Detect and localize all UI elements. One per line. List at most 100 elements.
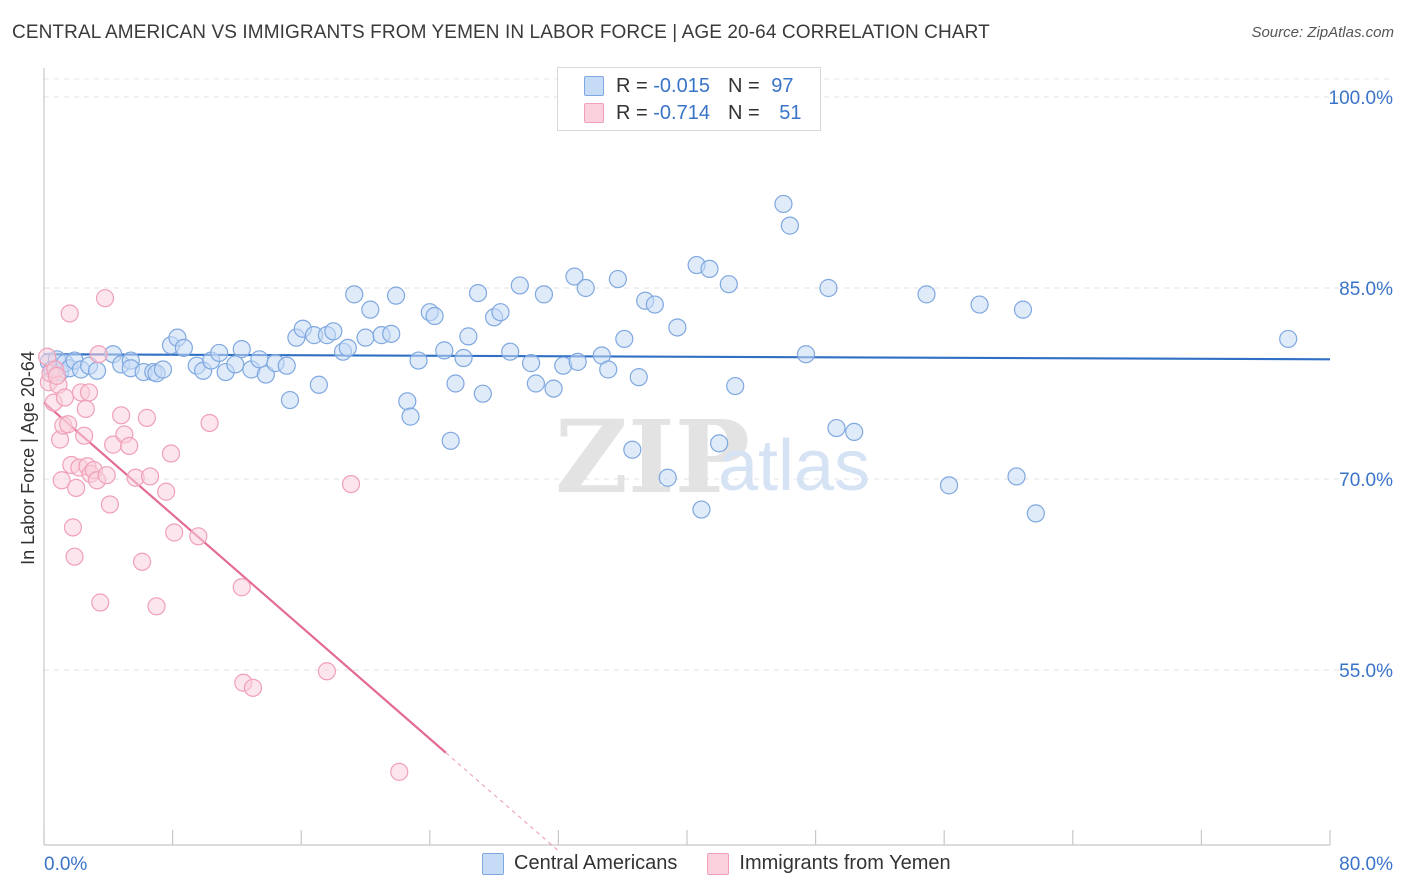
correlation-legend: R = -0.015 N = 97 R = -0.714 N = 51 [557,67,821,131]
point-central-americans [501,342,520,361]
point-yemen [232,578,251,597]
point-central-americans [401,407,420,426]
point-yemen [75,426,94,445]
point-yemen [390,762,409,781]
point-central-americans [473,384,492,403]
point-yemen [157,482,176,501]
point-central-americans [827,418,846,438]
point-central-americans [386,286,406,305]
point-central-americans [409,351,428,370]
legend-r-label: R = [616,101,654,124]
point-yemen [112,406,131,425]
legend-n-label: N = [727,74,766,97]
axes [43,68,1331,846]
point-central-americans [544,379,563,398]
legend-swatch-central-americans [584,76,604,96]
point-central-americans [425,306,444,326]
tick-labels: 100.0% 85.0% 70.0% 55.0% 0.0% 80.0% In Labor F… [18,88,1393,875]
y-tick-label: 55.0% [1339,661,1393,682]
point-central-americans [454,348,473,368]
point-central-americans [615,329,634,349]
point-yemen [76,399,95,419]
point-central-americans [277,356,296,375]
point-central-americans [280,390,300,410]
point-central-americans [692,500,711,519]
point-central-americans [382,324,401,343]
point-yemen [59,415,78,434]
point-central-americans [210,343,229,363]
point-central-americans [1013,300,1033,319]
series-legend-yemen[interactable]: Immigrants from Yemen [707,852,951,875]
point-central-americans [87,361,107,380]
point-central-americans [1007,467,1026,486]
point-central-americans [970,295,989,314]
point-yemen [161,444,181,463]
trend-line-yemen-extension [445,752,559,852]
point-yemen [137,408,156,427]
series-legend: Central Americans Immigrants from Yemen [482,852,981,875]
point-yemen [243,678,263,697]
point-yemen [147,597,166,616]
point-central-americans [232,340,251,359]
point-central-americans [345,285,364,304]
point-central-americans [796,345,816,364]
point-central-americans [623,440,642,459]
point-central-americans [446,374,465,393]
point-yemen [120,436,139,455]
point-central-americans [700,259,719,278]
point-central-americans [917,285,936,304]
data-points [38,194,1298,781]
point-central-americans [361,300,380,319]
series-label-central-americans: Central Americans [514,852,678,874]
legend-r-label: R = [616,74,654,97]
point-yemen [65,547,84,566]
point-yemen [165,523,184,542]
legend-n-value: 97 [771,74,794,97]
point-central-americans [726,376,745,396]
point-central-americans [521,354,541,373]
point-central-americans [568,352,587,371]
point-central-americans [441,431,460,450]
point-central-americans [939,476,959,495]
point-central-americans [459,327,478,346]
point-yemen [200,413,219,433]
point-central-americans [629,368,648,387]
point-central-americans [645,295,664,314]
point-central-americans [658,468,677,487]
legend-r-value: -0.015 [653,74,710,97]
point-central-americans [491,303,510,322]
point-central-americans [324,322,343,341]
legend-n-value: 51 [779,101,802,124]
point-central-americans [780,216,799,235]
y-tick-label: 100.0% [1329,88,1394,109]
point-yemen [132,552,152,571]
series-swatch-central-americans [482,852,504,875]
point-central-americans [534,285,554,304]
source-label: Source: ZipAtlas.com [1251,24,1394,41]
point-yemen [89,345,108,364]
point-central-americans [599,360,618,379]
point-central-americans [1279,329,1298,349]
point-yemen [100,495,120,514]
series-label-yemen: Immigrants from Yemen [739,852,951,874]
chart-title: CENTRAL AMERICAN VS IMMIGRANTS FROM YEME… [12,22,990,43]
point-yemen [341,474,361,494]
point-yemen [189,527,208,546]
point-central-americans [576,278,595,298]
series-legend-central-americans[interactable]: Central Americans [482,852,677,875]
point-central-americans [356,328,375,347]
point-central-americans [774,194,793,214]
point-yemen [140,467,160,486]
point-central-americans [510,276,529,295]
watermark-atlas: atlas [718,426,870,506]
point-central-americans [608,269,627,289]
point-yemen [60,304,79,323]
point-yemen [47,366,66,385]
trend-line-yemen [43,401,447,754]
point-central-americans [719,275,738,294]
point-central-americans [250,350,269,369]
point-yemen [63,518,83,537]
point-yemen [97,466,116,485]
point-central-americans [526,374,545,393]
point-yemen [52,471,71,490]
